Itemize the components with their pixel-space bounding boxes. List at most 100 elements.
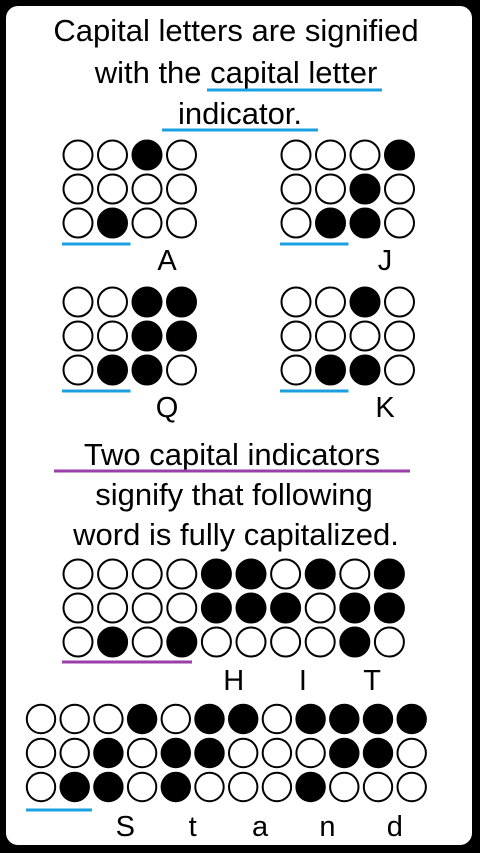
braille-dot-raised	[235, 592, 267, 624]
braille-dot-raised	[131, 286, 163, 318]
braille-dot-raised	[339, 592, 371, 624]
braille-dot-raised	[93, 737, 124, 769]
braille-dot-flat	[126, 737, 158, 769]
heading1-highlight: capital letter	[210, 55, 377, 90]
braille-dot-flat	[131, 173, 163, 205]
braille-dot-raised	[126, 703, 158, 735]
braille-dot-raised	[160, 771, 192, 803]
braille-dot-flat	[25, 703, 57, 735]
word-stand-cells	[25, 703, 427, 803]
braille-dot-raised	[373, 558, 405, 590]
word-letter-a: a	[252, 811, 269, 843]
braille-dot-flat	[270, 558, 302, 590]
braille-dot-flat	[270, 626, 302, 658]
braille-dot-raised	[304, 558, 336, 590]
braille-dot-flat	[126, 771, 158, 803]
braille-dot-flat	[304, 626, 336, 658]
braille-dot-raised	[339, 626, 371, 658]
word-letter-t: t	[189, 811, 197, 843]
braille-dot-flat	[384, 173, 415, 205]
example-cell-Q	[62, 286, 197, 386]
braille-dot-flat	[62, 320, 94, 352]
braille-dot-raised	[93, 771, 124, 803]
braille-dot-raised	[396, 703, 427, 735]
braille-dot-flat	[280, 139, 312, 171]
braille-dot-flat	[166, 592, 198, 624]
braille-dot-flat	[384, 207, 415, 239]
braille-dot-flat	[93, 703, 124, 735]
braille-dot-flat	[396, 737, 427, 769]
braille-dot-raised	[97, 626, 129, 658]
braille-dot-flat	[362, 771, 394, 803]
example-cell-K	[280, 286, 415, 386]
heading2-line3: word is fully capitalized.	[72, 517, 399, 552]
braille-dot-raised	[349, 173, 381, 205]
heading1-line2-start: with the	[94, 55, 210, 90]
braille-dot-flat	[384, 320, 415, 352]
braille-dot-raised	[270, 592, 302, 624]
braille-dot-flat	[160, 703, 192, 735]
braille-dot-flat	[59, 703, 90, 735]
braille-dot-raised	[362, 737, 394, 769]
braille-dot-raised	[194, 737, 225, 769]
braille-dot-flat	[62, 286, 94, 318]
braille-dot-flat	[166, 173, 197, 205]
braille-dot-raised	[97, 207, 128, 239]
braille-dot-flat	[228, 771, 259, 803]
word-letter-H: H	[223, 665, 244, 697]
braille-dot-flat	[62, 207, 94, 239]
example-cell-J	[280, 139, 415, 239]
braille-dot-flat	[200, 626, 232, 658]
braille-dot-raised	[315, 207, 346, 239]
example-letter-A: A	[157, 245, 177, 277]
braille-dot-flat	[131, 207, 163, 239]
braille-dot-flat	[62, 354, 94, 386]
heading1-line2: with the capital letter	[94, 55, 378, 90]
braille-dot-raised	[373, 592, 405, 624]
braille-dot-flat	[280, 354, 312, 386]
braille-dot-raised	[97, 354, 128, 386]
heading2-line2: signify that following	[95, 477, 372, 512]
braille-cells: A J Q K H I T S t a n d	[25, 139, 427, 843]
braille-dot-flat	[228, 737, 259, 769]
braille-dot-raised	[235, 558, 267, 590]
heading1-line3: indicator.	[178, 96, 302, 131]
braille-dot-flat	[315, 173, 346, 205]
braille-dot-flat	[166, 139, 197, 171]
example-letter-J: J	[378, 245, 393, 277]
braille-dot-flat	[62, 626, 94, 658]
braille-dot-flat	[131, 558, 163, 590]
braille-dot-flat	[315, 286, 346, 318]
braille-dot-flat	[97, 592, 129, 624]
braille-dot-raised	[349, 354, 381, 386]
braille-dot-flat	[166, 354, 197, 386]
braille-dot-flat	[131, 592, 163, 624]
braille-dot-raised	[228, 703, 259, 735]
braille-dot-flat	[315, 320, 346, 352]
braille-dot-flat	[349, 320, 381, 352]
braille-dot-flat	[280, 320, 312, 352]
braille-dot-flat	[261, 737, 293, 769]
braille-dot-flat	[194, 771, 225, 803]
braille-dot-flat	[280, 173, 312, 205]
braille-dot-raised	[384, 139, 415, 171]
braille-dot-flat	[373, 626, 405, 658]
braille-dot-flat	[261, 771, 293, 803]
braille-dot-flat	[384, 286, 415, 318]
braille-dot-flat	[97, 558, 129, 590]
braille-dot-flat	[25, 737, 57, 769]
braille-dot-flat	[295, 737, 326, 769]
braille-dot-raised	[166, 320, 197, 352]
braille-dot-raised	[295, 771, 326, 803]
braille-dot-raised	[131, 354, 163, 386]
braille-dot-raised	[131, 139, 163, 171]
braille-dot-raised	[200, 558, 232, 590]
braille-dot-flat	[261, 703, 293, 735]
heading1-line1: Capital letters are signified	[53, 13, 418, 48]
braille-dot-flat	[396, 771, 427, 803]
braille-dot-raised	[329, 737, 360, 769]
braille-dot-raised	[349, 286, 381, 318]
word-letter-I: I	[299, 665, 307, 697]
word-letter-n: n	[319, 811, 335, 843]
example-cell-A	[62, 139, 197, 239]
